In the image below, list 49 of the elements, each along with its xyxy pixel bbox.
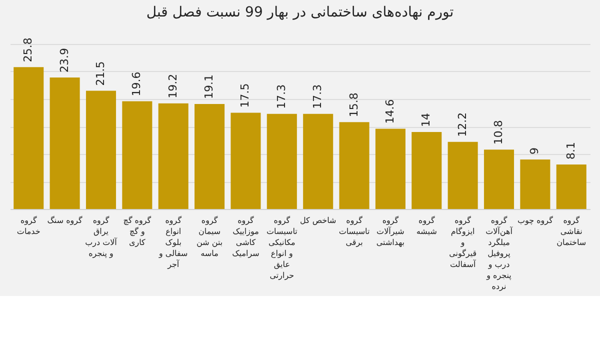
bar bbox=[520, 160, 550, 209]
x-tick-label: گروه تاسیسات برقی bbox=[338, 215, 370, 247]
x-tick-label: گروه چوب bbox=[517, 215, 554, 225]
x-tick-label: گروه موزاییک کاشی سرامیک bbox=[232, 215, 260, 258]
bar bbox=[556, 164, 586, 209]
x-tick-label: گروه نقاشی ساختمان bbox=[556, 215, 586, 247]
x-tick-label: گروه شیرآلات بهداشتی bbox=[376, 215, 405, 247]
data-label: 17.5 bbox=[238, 83, 252, 108]
bar bbox=[230, 112, 261, 209]
bar bbox=[484, 150, 514, 209]
data-label: 9 bbox=[528, 148, 542, 154]
data-label: 19.6 bbox=[130, 72, 144, 96]
x-tick-label: گروه یراق آلات درب و پنجره bbox=[85, 215, 118, 258]
data-label: 14 bbox=[420, 113, 433, 127]
bar bbox=[14, 67, 44, 209]
bar bbox=[303, 114, 334, 209]
x-tick-label: گروه شیشه bbox=[416, 215, 438, 236]
x-tick-label: گروه گچ و گچ کاری bbox=[123, 215, 152, 247]
data-label: 8.1 bbox=[564, 142, 578, 160]
data-label: 21.5 bbox=[94, 61, 107, 86]
data-label: 15.8 bbox=[347, 92, 360, 118]
bar bbox=[86, 90, 116, 209]
x-tick-label: شاخص کل bbox=[300, 216, 337, 225]
bar bbox=[375, 128, 406, 209]
x-tick-label: گروه انواع بلوک سفالی و آجر bbox=[158, 215, 188, 269]
bar bbox=[50, 78, 80, 209]
x-tick-label: گروه سیمان بتن شن ماسه bbox=[196, 215, 223, 258]
bar bbox=[194, 104, 225, 209]
bar bbox=[412, 132, 442, 209]
x-tick-label: گروه تاسیسات مکانیکی و انواع عایق حرارتی bbox=[266, 215, 298, 280]
x-tick-label: گروه ایزوگام و قیرگونی آسفالت bbox=[449, 215, 477, 269]
bar bbox=[448, 142, 478, 209]
x-tick-label: گروه آهن‌آلات میلگرد پروفیل درب و پنجره و نرده bbox=[486, 215, 514, 291]
data-label: 25.8 bbox=[22, 38, 35, 62]
bar bbox=[122, 101, 152, 209]
data-label: 14.6 bbox=[383, 99, 396, 124]
data-label: 12.2 bbox=[456, 112, 469, 137]
chart-title: تورم نهاده‌های ساختمانی در بهار 99 نسبت فصل قبل bbox=[146, 4, 454, 21]
data-label: 19.2 bbox=[166, 74, 180, 98]
data-label: 17.3 bbox=[311, 84, 324, 109]
data-label: 23.9 bbox=[58, 48, 71, 73]
x-tick-label: گروه سنگ bbox=[47, 215, 83, 225]
data-label: 17.3 bbox=[274, 84, 288, 109]
bar bbox=[266, 114, 297, 209]
data-label: 19.1 bbox=[202, 74, 216, 99]
x-tick-label: گروه خدمات bbox=[16, 215, 40, 236]
data-label: 10.8 bbox=[492, 120, 505, 145]
bar bbox=[158, 103, 188, 209]
bar bbox=[339, 122, 370, 209]
